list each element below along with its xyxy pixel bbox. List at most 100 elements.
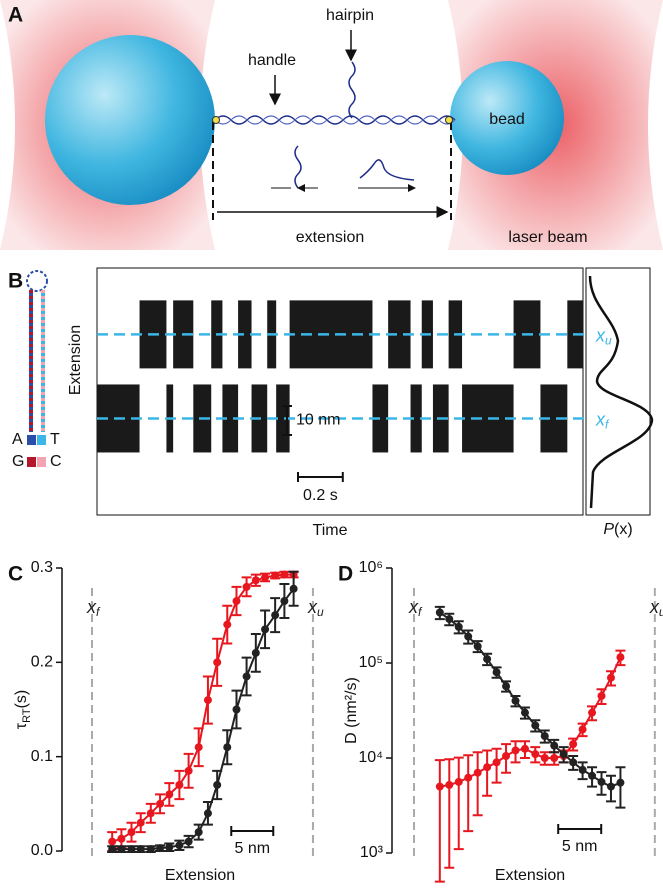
y-tick-label: 0.0 (31, 842, 53, 859)
data-point (271, 611, 280, 620)
series-line (111, 573, 294, 843)
legend-label: T (50, 431, 60, 448)
scale-label: 0.2 s (303, 487, 338, 504)
data-point (146, 809, 155, 818)
label: RT (21, 708, 33, 723)
error-bar (444, 758, 455, 869)
legend-label: A (12, 431, 23, 448)
data-point (511, 746, 520, 755)
data-point (520, 708, 529, 717)
y-tick-label: 0.2 (31, 654, 53, 671)
data-point (550, 741, 559, 750)
x-axis-label: Extension (165, 867, 235, 884)
data-point (213, 780, 222, 789)
data-point (127, 828, 136, 837)
error-bar (463, 754, 474, 833)
trace-segment (372, 384, 389, 453)
data-point (483, 763, 492, 772)
hairpin-folded (294, 145, 302, 189)
data-point (597, 777, 606, 786)
data-point (606, 782, 615, 791)
panel-letter: B (8, 270, 23, 293)
label: bead (489, 111, 525, 128)
y-tick-label: 10⁴ (358, 749, 383, 766)
data-point (156, 844, 165, 853)
legend-swatch (27, 435, 36, 445)
label: P (603, 521, 614, 538)
scale-label: 5 nm (234, 840, 270, 857)
data-point (203, 696, 212, 705)
data-point (597, 691, 606, 700)
label: x (307, 597, 318, 617)
legend-swatch (27, 457, 36, 467)
data-point (280, 570, 289, 579)
data-point (127, 845, 136, 854)
data-point (578, 725, 587, 734)
data-point (531, 750, 540, 759)
y-tick-label: 0.3 (31, 559, 53, 576)
data-point (242, 672, 251, 681)
x-axis-label: Extension (495, 867, 565, 884)
data-point (520, 744, 529, 753)
error-bar (615, 766, 626, 809)
data-point (540, 754, 549, 762)
data-point (165, 790, 174, 799)
label: (x) (614, 521, 633, 538)
data-point (271, 571, 280, 580)
label: hairpin (326, 7, 374, 24)
data-point (223, 743, 232, 752)
data-point (232, 597, 241, 606)
data-point (117, 845, 126, 854)
scale-bar (297, 472, 344, 482)
data-point (261, 625, 270, 634)
label: f (605, 418, 610, 432)
reference-label: xu (649, 597, 663, 619)
data-point (464, 632, 473, 641)
trace-segment (222, 384, 239, 453)
reference-label: xu (307, 597, 324, 619)
y-tick-label: 10⁶ (359, 559, 383, 576)
data-point (616, 778, 625, 787)
data-point (242, 582, 251, 591)
linker (212, 116, 220, 124)
data-point (194, 828, 203, 837)
data-point (502, 682, 511, 691)
legend-label: C (50, 453, 62, 470)
data-point (136, 818, 145, 827)
error-bar (434, 759, 445, 883)
scale-bar (557, 824, 603, 834)
data-point (454, 777, 463, 786)
data-point (156, 799, 165, 808)
error-bar (472, 751, 483, 817)
scale-label: 10 nm (296, 412, 340, 429)
data-point (445, 615, 454, 624)
label: (s) (13, 690, 30, 709)
data-point (531, 721, 540, 730)
label: f (96, 605, 101, 619)
trace-segment (462, 384, 514, 453)
data-point (184, 837, 193, 846)
data-point (108, 837, 117, 846)
y-tick-label: 0.1 (31, 748, 53, 765)
panel-letter: C (8, 563, 23, 586)
error-bar (482, 749, 493, 797)
data-point (540, 732, 549, 741)
linker (445, 116, 453, 124)
trace-segment (238, 300, 252, 369)
data-point (606, 673, 615, 682)
data-point (569, 740, 578, 749)
data-point (435, 608, 444, 617)
label: u (659, 605, 663, 619)
bead (45, 35, 215, 205)
label: x (86, 597, 97, 617)
hairpin-unfolded (359, 159, 415, 181)
data-point (136, 845, 145, 854)
x-axis-label: Time (313, 522, 348, 539)
data-point (232, 705, 241, 714)
data-point (251, 648, 260, 657)
data-point (289, 584, 298, 593)
data-point (146, 845, 155, 854)
dna-handle (214, 115, 456, 125)
